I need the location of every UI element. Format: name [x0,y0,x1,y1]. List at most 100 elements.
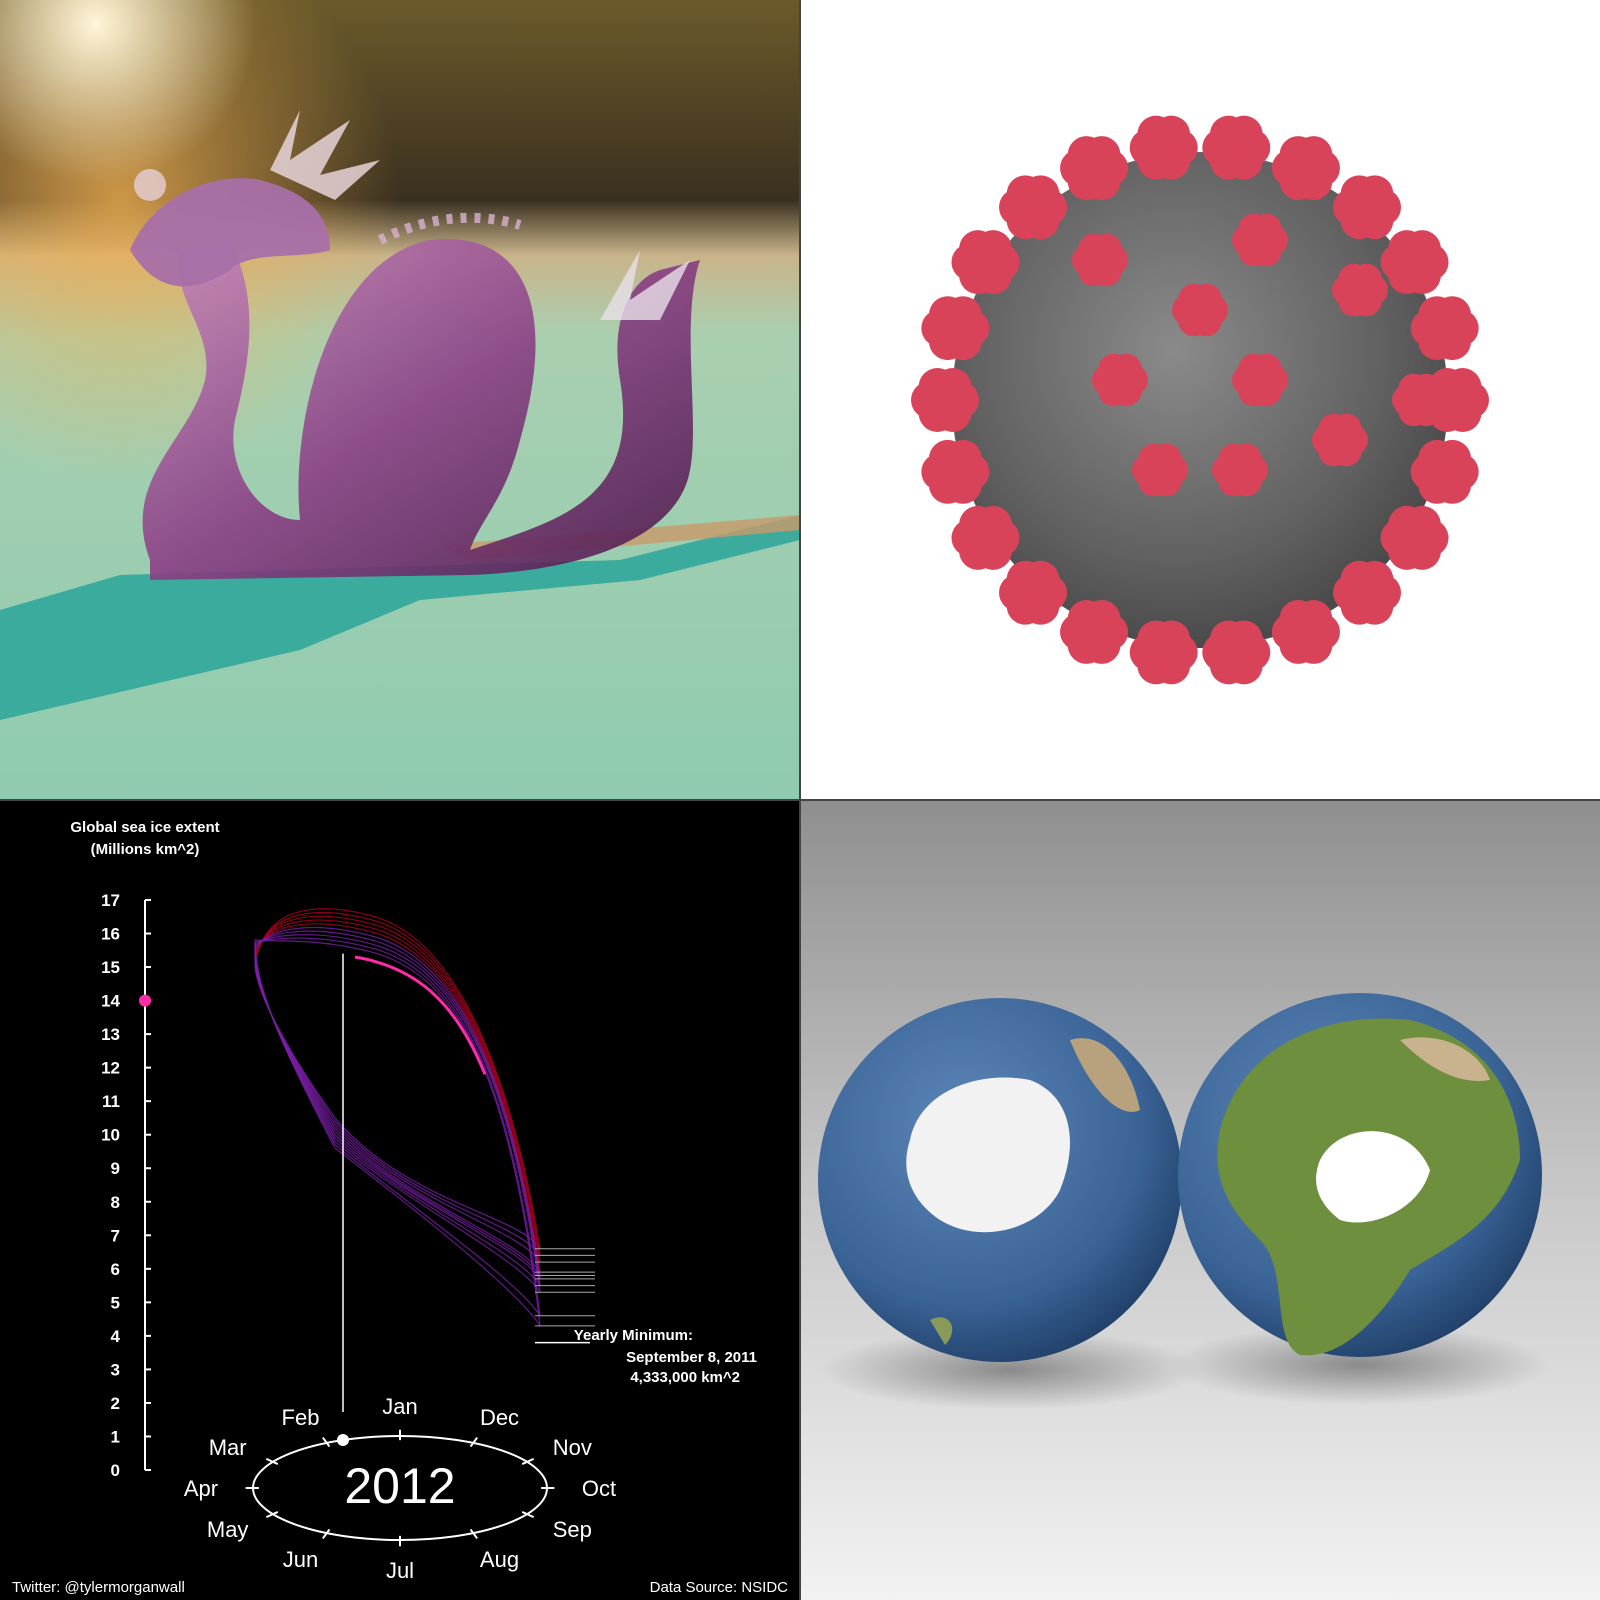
month-label: Feb [282,1405,320,1430]
spike-protein [1202,115,1271,180]
spike-protein [911,368,979,432]
y-tick-label: 15 [101,958,120,977]
ice-extent-year-curve [254,961,541,1256]
spike-protein [1271,600,1340,664]
month-tick [469,1436,478,1448]
y-tick-label: 6 [111,1260,120,1279]
month-tick [521,1511,535,1519]
ice-extent-year-curve [254,939,541,1327]
month-label: Nov [553,1435,592,1460]
panel-divider-horizontal [0,799,1600,801]
y-tick-label: 9 [111,1159,120,1178]
coronavirus-image [911,115,1489,685]
month-label: Sep [553,1517,592,1542]
spike-protein [1132,443,1188,497]
spike-protein [1232,213,1288,267]
ice-extent-year-curve [254,955,541,1273]
spike-protein [921,439,990,504]
ice-extent-year-curve [254,927,541,1279]
y-tick-label: 3 [111,1360,120,1379]
y-tick-label: 13 [101,1025,120,1044]
spike-protein [1332,560,1401,625]
spike-protein [1312,413,1368,467]
current-date-marker [337,1434,349,1446]
month-tick [265,1511,279,1519]
annotation-line1: Yearly Minimum: [574,1327,693,1344]
ice-extent-year-curve [254,930,541,1286]
current-value-marker [139,994,151,1007]
month-label: Aug [480,1547,519,1572]
glass-dragon-image [0,0,800,800]
ice-extent-year-curve [254,938,541,1326]
ice-extent-year-curve [254,908,541,1249]
ice-extent-year-curve [254,942,541,1317]
spike-protein [1271,136,1340,200]
chart-subtitle: (Millions km^2) [91,841,200,858]
ice-extent-year-curve [254,952,541,1276]
year-label: 2012 [344,1458,455,1514]
spike-protein [951,505,1020,570]
month-tick [265,1457,279,1465]
spike-protein [1060,600,1129,664]
ice-extent-year-curve [254,915,541,1263]
annotation-line3: 4,333,000 km^2 [630,1369,740,1386]
y-tick-label: 17 [101,891,120,910]
spike-protein [921,296,990,361]
month-label: Apr [184,1476,218,1501]
ice-extent-year-curve [254,911,541,1256]
y-tick-label: 4 [111,1327,121,1346]
twitter-credit: Twitter: @tylermorganwall [12,1579,185,1596]
y-tick-label: 10 [101,1126,120,1145]
month-label: Jun [283,1547,318,1572]
month-label: Oct [582,1476,616,1501]
spike-protein [1410,296,1479,361]
spike-protein [1129,115,1198,180]
month-tick [322,1436,331,1448]
spike-protein [1072,233,1128,287]
globes-render-panel [800,800,1600,1600]
globe-south-pole [818,998,1182,1362]
y-tick-label: 5 [111,1293,120,1312]
spike-protein [1129,620,1198,685]
ice-extent-curves [254,908,541,1412]
ice-extent-year-curve [254,937,541,1316]
month-tick [469,1528,478,1540]
chart-title: Global sea ice extent [70,819,219,836]
y-tick-label: 16 [101,925,120,944]
ice-extent-year-curve [254,950,541,1280]
y-tick-label: 0 [111,1461,120,1480]
ice-extent-year-curve [254,944,541,1293]
month-label: May [207,1517,249,1542]
month-label: Dec [480,1405,519,1430]
spike-protein [1092,353,1148,407]
spike-protein [1212,443,1268,497]
current-year-curve [354,955,487,1075]
spike-protein [951,230,1020,295]
y-tick-label: 11 [102,1092,120,1111]
y-tick-label: 2 [111,1394,120,1413]
month-dial: Jan Feb Mar Apr May Jun Jul Aug Sep Oct Nov Dec [184,1394,616,1583]
spike-protein [1380,505,1449,570]
ice-extent-year-curve [254,958,541,1263]
spike-protein [1060,136,1129,200]
ice-extent-year-curve [254,934,541,1293]
y-tick-label: 1 [111,1427,120,1446]
y-tick-label: 7 [111,1226,120,1245]
y-tick-label: 14 [101,992,120,1011]
spike-protein [1332,175,1401,240]
sea-ice-chart: Global sea ice extent (Millions km^2) 0 1… [12,819,789,1596]
spike-protein [1172,283,1228,337]
month-label: Jul [386,1558,414,1583]
data-source: Data Source: NSIDC [650,1579,789,1596]
spike-protein [1380,230,1449,295]
virus-render-panel [800,0,1600,800]
month-tick [322,1528,331,1540]
ice-extent-year-curve [254,923,541,1276]
y-tick-label: 12 [101,1059,120,1078]
y-tick-label: 8 [111,1193,120,1212]
dragon-render-panel [0,0,800,800]
spike-protein [999,175,1068,240]
spike-protein [1332,263,1388,317]
spike-protein [1232,353,1288,407]
annotation-line2: September 8, 2011 [626,1349,757,1366]
